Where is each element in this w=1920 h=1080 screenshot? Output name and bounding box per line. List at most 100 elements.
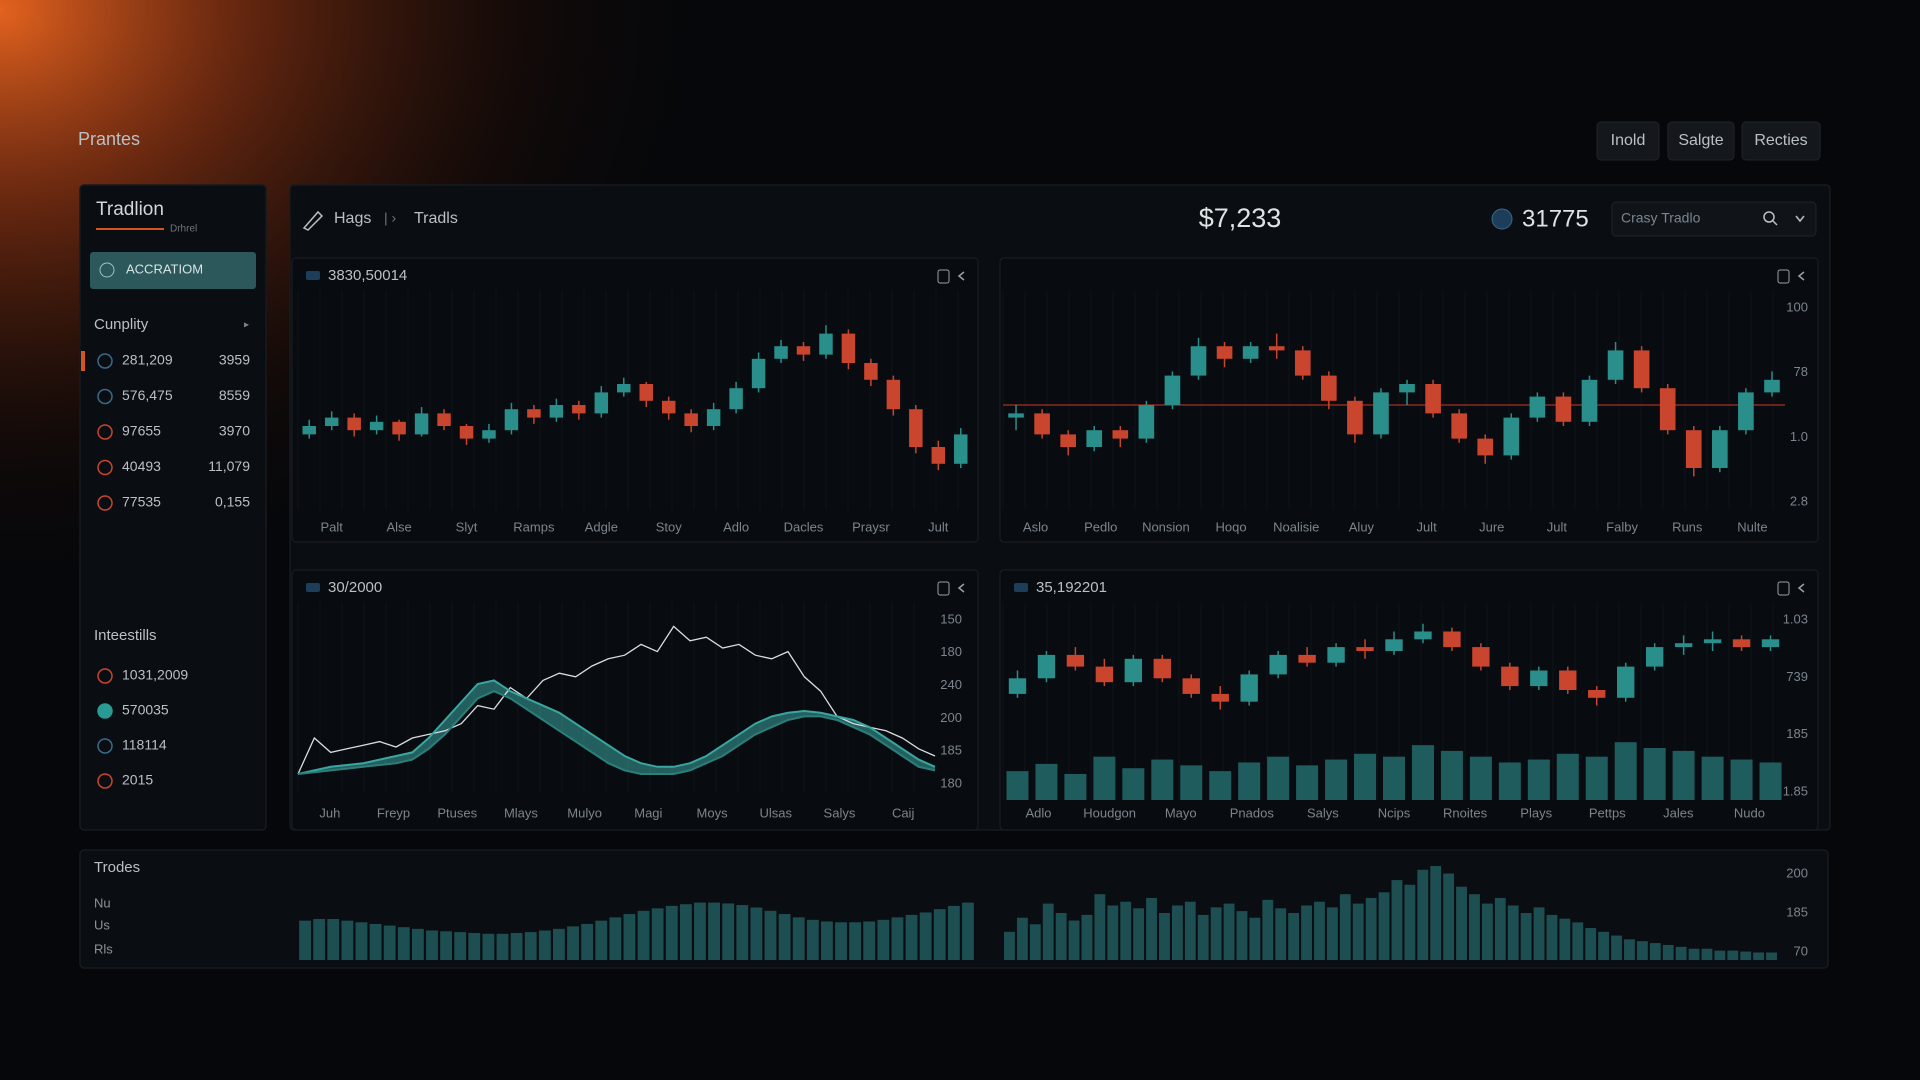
volume-bar xyxy=(1498,762,1521,800)
row-value: 8559 xyxy=(219,387,250,403)
volume-bar xyxy=(1296,765,1319,800)
button[interactable] xyxy=(1741,121,1821,161)
y-tick-label: 200 xyxy=(1786,865,1808,880)
title-underline xyxy=(96,228,164,230)
bar xyxy=(1107,905,1119,960)
button-label[interactable]: Recties xyxy=(1754,132,1807,149)
bar xyxy=(1133,908,1145,960)
x-tick-label: Adgle xyxy=(585,519,618,534)
x-tick-label: Palt xyxy=(320,519,343,534)
row-name[interactable]: 77535 xyxy=(122,494,161,510)
y-tick-label: 1.03 xyxy=(1783,611,1808,626)
candle-body xyxy=(1607,350,1624,380)
volume-bar xyxy=(1556,753,1579,800)
candle-body xyxy=(774,346,788,359)
candle-body xyxy=(1501,666,1519,687)
volume-bar xyxy=(1643,748,1666,800)
x-tick-label: Jult xyxy=(1547,519,1568,534)
section-toggle[interactable]: ▸ xyxy=(244,320,249,331)
bar xyxy=(313,919,326,960)
bar xyxy=(891,917,904,960)
candle-body xyxy=(324,417,339,426)
search-placeholder[interactable]: Crasy Tradlo xyxy=(1621,210,1701,226)
row-name[interactable]: 2015 xyxy=(122,772,153,788)
bar xyxy=(1404,884,1416,960)
volume-bar xyxy=(1238,762,1261,800)
bar xyxy=(1004,931,1015,960)
bar xyxy=(1171,905,1183,960)
search-box[interactable] xyxy=(1611,201,1817,237)
candle-body xyxy=(1269,654,1287,675)
breadcrumb[interactable]: Hags xyxy=(334,210,371,227)
row-name[interactable]: 118114 xyxy=(122,737,167,753)
candle-body xyxy=(572,405,586,414)
bar xyxy=(496,933,509,960)
bar xyxy=(383,925,396,960)
candle-body xyxy=(1738,392,1754,431)
active-button[interactable] xyxy=(90,252,256,289)
bar xyxy=(1339,894,1351,960)
bar xyxy=(1210,907,1222,960)
bar xyxy=(1068,920,1080,960)
button[interactable] xyxy=(1596,121,1660,161)
chart-panel xyxy=(999,569,1819,831)
x-tick-label: Aslo xyxy=(1023,519,1048,534)
pen-icon xyxy=(302,210,324,231)
bar xyxy=(1649,943,1661,960)
search-icon[interactable] xyxy=(1763,211,1775,223)
candle-body xyxy=(617,384,631,393)
candle-body xyxy=(1529,396,1546,418)
candle-body xyxy=(527,409,541,418)
volume-bar xyxy=(1382,756,1406,800)
y-tick-label: 185 xyxy=(1786,904,1808,919)
x-tick-label: Moys xyxy=(697,805,729,820)
bar xyxy=(1159,913,1170,960)
row-name[interactable]: 40493 xyxy=(122,458,161,474)
bar xyxy=(736,905,749,960)
active-button-label[interactable]: ACCRATIOM xyxy=(126,261,203,276)
x-tick-label: Jure xyxy=(1479,519,1504,534)
bar xyxy=(623,914,636,960)
row-name[interactable]: 281,209 xyxy=(122,352,173,368)
x-tick-label: Stoy xyxy=(656,519,683,534)
section-title: Inteestills xyxy=(94,627,157,644)
bar xyxy=(1753,952,1765,960)
active-indicator xyxy=(81,351,85,371)
bar xyxy=(510,932,523,960)
candle-body xyxy=(392,421,406,435)
row-name[interactable]: 97655 xyxy=(122,423,161,439)
x-tick-label: Salys xyxy=(1307,805,1339,820)
x-tick-label: Pnados xyxy=(1230,805,1275,820)
breadcrumb[interactable]: Tradls xyxy=(414,210,458,227)
trades-label: Nu xyxy=(94,895,111,910)
bar xyxy=(1249,917,1261,960)
row-name[interactable]: 570035 xyxy=(122,702,169,718)
volume-bar xyxy=(1440,750,1463,800)
bar xyxy=(1766,952,1777,960)
badge-value: 31775 xyxy=(1522,205,1589,232)
search-icon[interactable] xyxy=(1772,220,1778,226)
trades-title: Trodes xyxy=(94,859,140,876)
x-tick-label: Jales xyxy=(1663,805,1694,820)
bar xyxy=(1598,931,1610,960)
bar xyxy=(538,930,551,960)
dropdown-icon[interactable] xyxy=(1795,215,1805,223)
bar xyxy=(1042,903,1054,960)
candle-body xyxy=(302,426,316,435)
button-label[interactable]: Salgte xyxy=(1678,132,1723,149)
candle-body xyxy=(1477,438,1494,456)
candle-body xyxy=(1414,631,1432,640)
volume-bar xyxy=(1614,742,1637,800)
candle-body xyxy=(1530,670,1548,687)
bar xyxy=(1314,901,1325,960)
button[interactable] xyxy=(1667,121,1735,161)
volume-bar xyxy=(1759,762,1782,800)
button-label[interactable]: Inold xyxy=(1611,132,1646,149)
bar xyxy=(651,908,664,960)
row-name[interactable]: 1031,2009 xyxy=(122,667,188,683)
row-name[interactable]: 576,475 xyxy=(122,387,173,403)
candle-body xyxy=(459,426,474,439)
y-tick-label: 2.8 xyxy=(1790,493,1808,508)
chart-label: 35,192201 xyxy=(1036,579,1107,596)
row-value: 3970 xyxy=(219,423,250,439)
